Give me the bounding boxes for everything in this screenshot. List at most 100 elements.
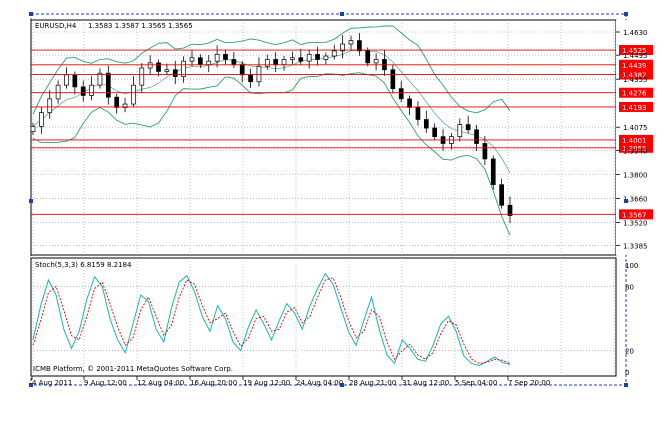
selection-handle[interactable] — [624, 199, 628, 203]
candle-body — [80, 86, 86, 96]
candle-body — [97, 72, 103, 86]
price-level-label: 1.4439 — [622, 62, 647, 70]
candle-body — [365, 50, 371, 64]
price-level-tag — [619, 69, 653, 80]
price-axis-ticks: 1.4630 1.4495 1.4355 1.4075 1.3940 1.3800 1.36… — [616, 29, 648, 251]
price-tick-label: 1.3520 — [623, 219, 648, 227]
candle-body — [105, 72, 111, 98]
candle-body — [315, 53, 320, 60]
price-levels: 1.45251.44391.43821.42761.41931.40011.39… — [31, 45, 653, 220]
selection-handle[interactable] — [340, 12, 344, 16]
candle-body — [482, 143, 488, 160]
candle-body — [172, 69, 178, 77]
price-level-label: 1.4001 — [622, 137, 647, 145]
stochastic-lines — [31, 272, 616, 367]
time-tick-label: 31 Aug 12:00 — [402, 379, 449, 387]
candle-body — [198, 57, 203, 65]
candle-body — [465, 124, 471, 131]
stoch-main-line — [32, 272, 511, 367]
price-level-tag — [619, 45, 653, 56]
candle-body — [290, 57, 295, 60]
candle-body — [64, 74, 69, 86]
price-level-label: 1.4193 — [622, 104, 647, 112]
candle-body — [340, 43, 345, 52]
candle-body — [507, 204, 513, 216]
symbol-label: EURUSD,H4 — [35, 22, 77, 30]
time-tick-label: 16 Aug 20:00 — [190, 379, 237, 387]
candle-body — [206, 60, 212, 65]
price-chart-area[interactable] — [30, 19, 617, 256]
stoch-tick-label: 0 — [625, 369, 629, 377]
candle-body — [89, 84, 94, 96]
candle-body — [122, 103, 128, 108]
selection-handle[interactable] — [624, 383, 628, 387]
candle-body — [214, 53, 220, 62]
price-level-tag — [619, 142, 653, 153]
price-tick-label: 1.4630 — [623, 29, 648, 37]
price-level-tag — [619, 134, 653, 145]
selection-handle[interactable] — [29, 12, 33, 16]
candle-body — [415, 107, 421, 120]
candle-body — [357, 40, 362, 52]
candle-body — [164, 69, 170, 72]
price-tick-label: 1.4355 — [623, 76, 648, 84]
time-tick-label: 24 Aug 04:00 — [296, 379, 343, 387]
candle-body — [390, 69, 396, 89]
candle-body — [423, 119, 429, 129]
bollinger-upper-band — [32, 25, 511, 115]
candle-body — [499, 184, 504, 206]
candle-body — [256, 65, 262, 83]
candle-body — [298, 57, 304, 62]
indicator-area[interactable] — [30, 257, 617, 377]
price-level-tag — [619, 59, 653, 70]
candle-body — [432, 127, 438, 137]
time-tick-label: 28 Aug 21:00 — [349, 379, 396, 387]
stochastic-axis-ticks: 100 80 20 0 — [625, 262, 638, 377]
candle-body — [72, 74, 78, 88]
candle-body — [457, 124, 463, 137]
candle-body — [47, 98, 53, 113]
candle-body — [231, 59, 237, 65]
candle-body — [131, 84, 136, 105]
candle-body — [189, 57, 195, 62]
stoch-tick-label: 20 — [625, 348, 634, 356]
candle-body — [348, 40, 354, 45]
candle-body — [281, 59, 287, 65]
price-tick-label: 1.3660 — [623, 195, 648, 203]
candle-body — [323, 55, 329, 60]
stoch-tick-label: 80 — [625, 283, 634, 291]
price-tick-label: 1.3940 — [623, 147, 648, 155]
candle-body — [264, 59, 270, 67]
candle-body — [398, 88, 404, 100]
candle-body — [331, 50, 337, 57]
time-axis-ticks: 4 Aug 2011 9 Aug 12:00 12 Aug 04:00 16 Aug … — [31, 376, 550, 387]
selection-handle[interactable] — [340, 383, 344, 387]
selection-handle[interactable] — [29, 383, 33, 387]
selection-handle[interactable] — [624, 12, 628, 16]
candle-body — [39, 112, 44, 127]
candle-body — [139, 67, 145, 86]
price-tick-label: 1.4495 — [623, 52, 648, 60]
candle-body — [306, 53, 312, 62]
price-level-tag — [619, 209, 653, 220]
candle-body — [474, 129, 479, 144]
price-level-tag — [619, 101, 653, 112]
time-tick-label: 12 Aug 04:00 — [137, 379, 184, 387]
candle-body — [147, 62, 153, 69]
price-level-label: 1.4382 — [622, 72, 647, 80]
ohlc-readout: 1.3583 1.3587 1.3565 1.3565 — [88, 22, 193, 30]
copyright-label: ICMB Platform, © 2001-2011 MetaQuotes So… — [33, 365, 233, 373]
time-tick-label: 9 Aug 12:00 — [84, 379, 127, 387]
candlesticks — [30, 33, 513, 224]
price-tick-label: 1.3385 — [623, 243, 648, 251]
time-tick-label: 4 Aug 2011 — [32, 379, 72, 387]
candle-body — [373, 59, 379, 64]
selection-handle[interactable] — [29, 199, 33, 203]
price-level-label: 1.4276 — [622, 90, 647, 98]
candle-body — [248, 74, 253, 83]
price-tick-label: 1.4075 — [623, 124, 648, 132]
candle-body — [273, 59, 279, 65]
candle-body — [490, 158, 496, 186]
candle-body — [55, 84, 61, 100]
